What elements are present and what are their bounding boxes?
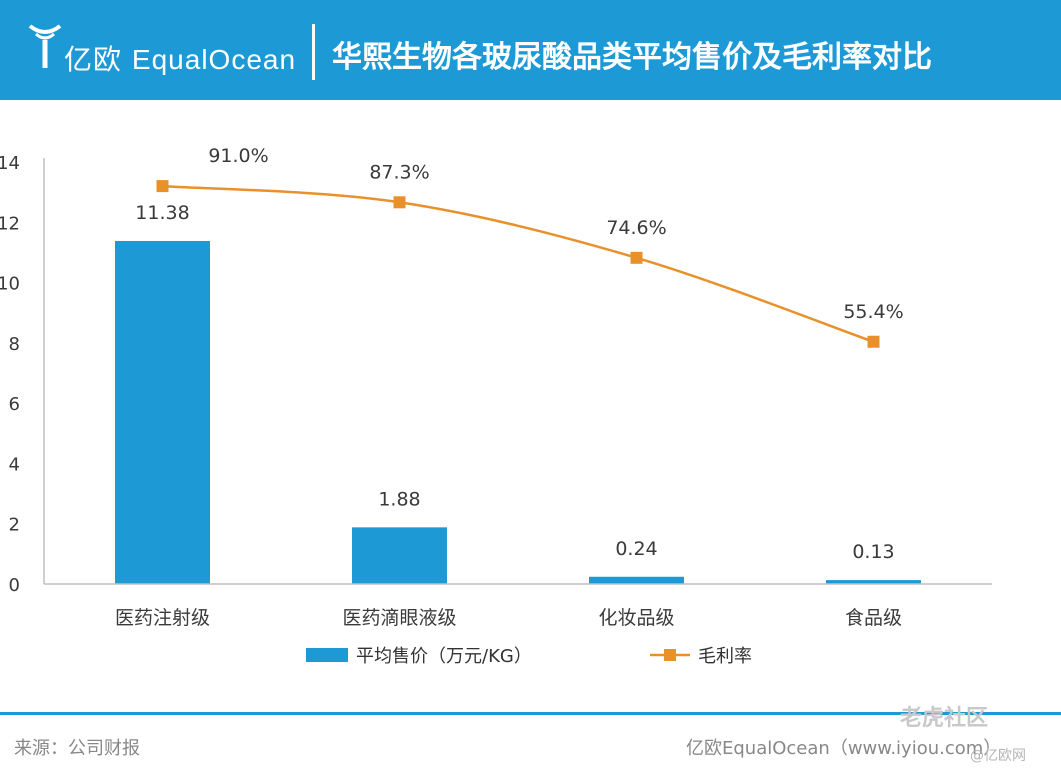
margin-value-label: 91.0% [208,145,268,167]
legend-line-label: 毛利率 [698,646,752,667]
header-divider [312,24,315,80]
combo-chart: 0 2 4 6 8 10 12 14 11.38 1.88 0.24 0.13 91.0% 87.3%… [0,145,992,629]
margin-point [156,180,169,193]
logo-text: 亿欧 EqualOcean [64,38,296,78]
bar [115,240,210,584]
footer-brand: 亿欧EqualOcean（www.iyiou.com） [686,738,1002,759]
y-tick-label: 4 [9,454,20,475]
legend-item-margin: 毛利率 [650,640,752,670]
margin-point [393,196,406,209]
y-tick-label: 6 [9,394,20,415]
line-series: 91.0% 87.3% 74.6% 55.4% [156,145,904,348]
y-axis: 0 2 4 6 8 10 12 14 [0,153,45,596]
margin-value-label: 74.6% [606,217,666,239]
margin-point [867,335,880,348]
logo-cn: 亿欧 [64,43,123,76]
y-tick-label: 0 [9,575,20,596]
bar-value-label: 11.38 [135,202,189,224]
equalocean-logo-icon [28,24,62,68]
source-note: 来源：公司财报 [14,738,140,759]
bar [352,527,447,584]
margin-point [630,251,643,264]
legend-item-price: 平均售价（万元/KG） [306,640,532,670]
legend-bar-swatch [306,648,348,662]
bar-value-label: 0.13 [852,541,894,563]
bar [826,580,921,584]
margin-line [162,184,874,343]
y-tick-label: 14 [0,153,20,174]
margin-value-label: 55.4% [843,301,903,323]
bar [589,576,684,584]
margin-value-label: 87.3% [369,161,429,183]
footer-divider [0,712,1061,715]
y-tick-label: 12 [0,213,20,234]
y-tick-label: 8 [9,334,20,355]
bar-value-label: 1.88 [378,488,420,510]
legend-bar-label: 平均售价（万元/KG） [356,646,532,667]
logo-en: EqualOcean [131,44,297,75]
x-tick-label: 医药注射级 [115,607,210,629]
watermark: 老虎社区 [900,706,989,731]
bar-value-label: 0.24 [615,538,657,560]
header-banner: 亿欧 EqualOcean 华熙生物各玻尿酸品类平均售价及毛利率对比 [0,0,1061,100]
bar-series: 11.38 1.88 0.24 0.13 [115,202,921,584]
legend-line-swatch [650,649,690,661]
y-tick-label: 10 [0,274,20,295]
x-axis: 医药注射级 医药滴眼液级 化妆品级 食品级 [44,583,992,629]
page-title: 华熙生物各玻尿酸品类平均售价及毛利率对比 [332,40,932,75]
x-tick-label: 食品级 [845,607,902,629]
y-tick-label: 2 [9,515,20,536]
x-tick-label: 医药滴眼液级 [342,607,456,629]
watermark-sub: @亿欧网 [970,748,1026,764]
x-tick-label: 化妆品级 [598,607,674,629]
